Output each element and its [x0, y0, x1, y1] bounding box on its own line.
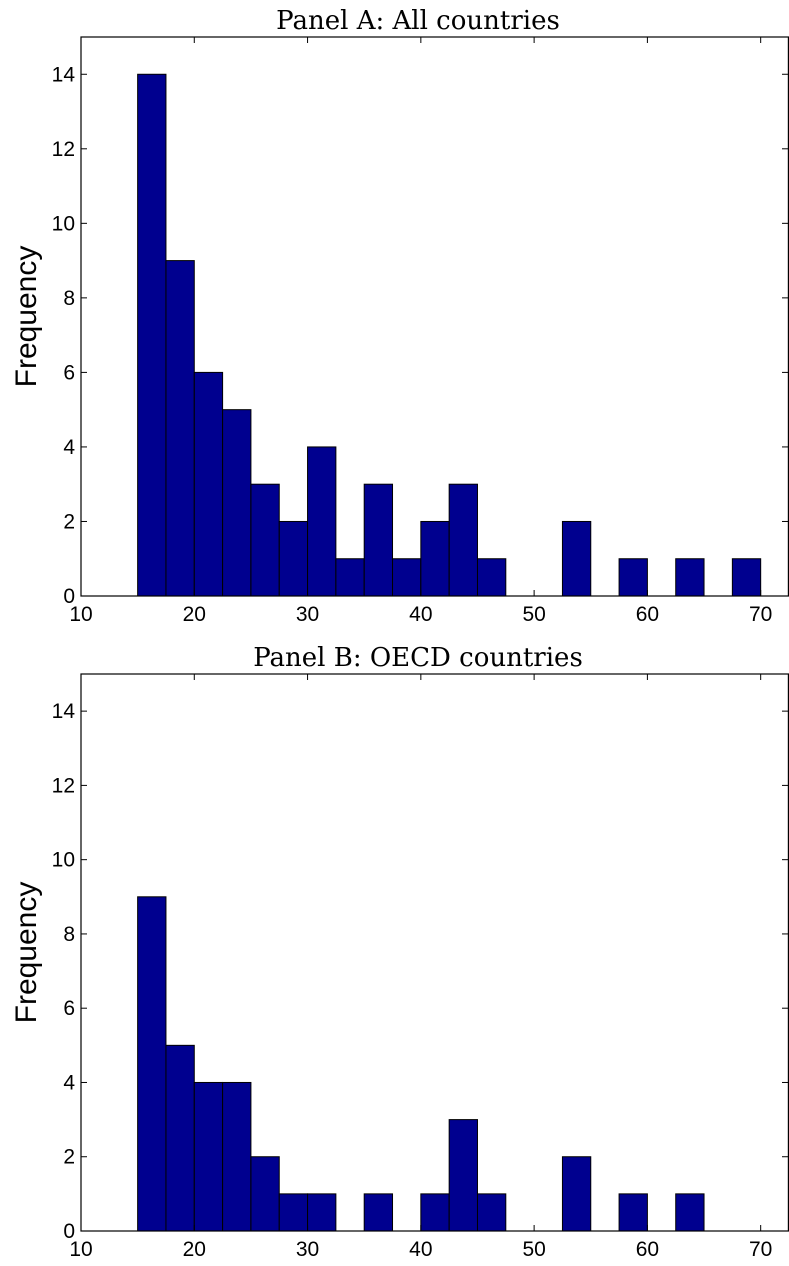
y-tick-label: 2 — [63, 510, 75, 533]
y-tick-label: 4 — [63, 1071, 75, 1094]
histogram-bar — [392, 558, 422, 597]
x-tick-label: 30 — [296, 1238, 319, 1261]
histogram-bar — [363, 1193, 394, 1232]
histogram-bar — [363, 483, 394, 597]
histogram-bar — [193, 1081, 224, 1232]
y-tick-label: 2 — [63, 1146, 75, 1169]
histogram-bar — [476, 1193, 507, 1232]
y-tick-label: 10 — [52, 212, 75, 235]
x-tick-label: 50 — [522, 603, 545, 626]
y-axis-label: Frequency — [10, 882, 43, 1024]
histogram-bar — [307, 1193, 337, 1232]
histogram-bar — [675, 1193, 705, 1232]
x-tick-label: 10 — [69, 1238, 92, 1261]
histogram-bar — [250, 1156, 280, 1232]
histogram-bar — [193, 371, 224, 597]
x-tick-label: 20 — [183, 603, 206, 626]
x-tick-label: 30 — [296, 603, 319, 626]
x-tick-label: 10 — [69, 603, 92, 626]
histogram-bar — [420, 520, 450, 597]
x-tick-label: 70 — [749, 603, 772, 626]
histogram-bar — [618, 1193, 648, 1232]
x-tick-label: 60 — [636, 603, 659, 626]
histogram-bar — [250, 483, 280, 597]
y-tick-label: 8 — [63, 287, 75, 310]
x-tick-label: 50 — [522, 1238, 545, 1261]
y-tick-label: 14 — [52, 700, 76, 723]
histogram-bar — [222, 1081, 252, 1232]
histogram-bar — [335, 558, 365, 597]
histogram-bar — [675, 558, 705, 597]
y-tick-label: 10 — [52, 849, 75, 872]
histogram-bar — [278, 1193, 309, 1232]
plot-frame — [80, 36, 789, 597]
y-axis-label: Frequency — [10, 246, 43, 388]
histogram-bar — [731, 558, 762, 597]
y-tick-label: 8 — [63, 923, 75, 946]
y-tick-label: 0 — [63, 1220, 75, 1243]
x-tick-label: 70 — [749, 1238, 772, 1261]
plot-frame — [80, 673, 789, 1232]
histogram-bar — [307, 446, 337, 597]
histogram-bar — [222, 409, 252, 597]
y-tick-label: 12 — [52, 138, 75, 161]
histogram-bar — [476, 558, 507, 597]
histogram-bar — [561, 520, 592, 597]
panel-b: Panel B: OECD countries 10 20 30 40 50 60 70 0 2 4… — [10, 643, 789, 1261]
y-tick-label: 4 — [63, 436, 75, 459]
y-tick-label: 0 — [63, 585, 75, 608]
y-tick-label: 6 — [63, 361, 75, 384]
y-tick-label: 14 — [52, 63, 76, 86]
x-tick-label: 60 — [636, 1238, 659, 1261]
x-tick-label: 40 — [409, 1238, 432, 1261]
histogram-bar — [165, 260, 195, 597]
histogram-bar — [448, 483, 478, 597]
histogram-bar — [420, 1193, 450, 1232]
histogram-bar — [137, 73, 167, 597]
histogram-bar — [278, 520, 309, 597]
histogram-bar — [618, 558, 648, 597]
y-tick-label: 6 — [63, 997, 75, 1020]
histogram-bar — [448, 1119, 478, 1232]
histogram-bar — [561, 1156, 592, 1232]
histogram-bar — [165, 1044, 195, 1232]
x-tick-label: 20 — [183, 1238, 206, 1261]
y-tick-label: 12 — [52, 774, 75, 797]
panel-a: Panel A: All countries 10 20 30 40 50 60 70 0 2 4 6… — [10, 6, 789, 626]
panel-title: Panel B: OECD countries — [253, 643, 583, 673]
x-tick-label: 40 — [409, 603, 432, 626]
histogram-bar — [137, 896, 167, 1232]
panel-title: Panel A: All countries — [276, 6, 560, 36]
